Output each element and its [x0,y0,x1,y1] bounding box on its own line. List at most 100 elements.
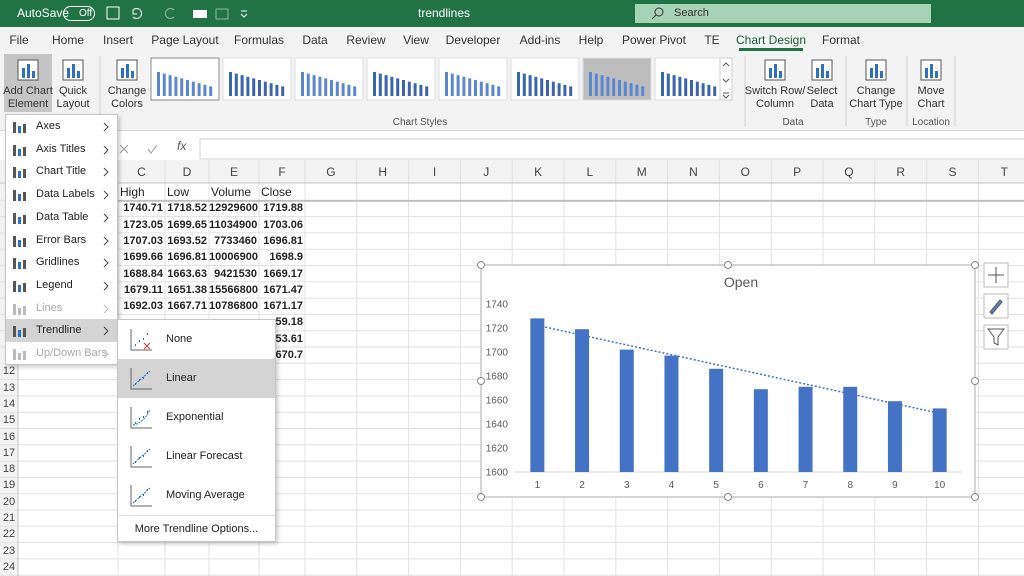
menu-icon-bar [13,122,16,133]
menu-item: Lines [36,301,63,314]
table-cell: 1699.65 [167,218,207,231]
arrow [103,258,109,268]
style-thumb-bar [275,84,279,96]
x-tick-label: 7 [803,480,809,491]
search-box [635,4,931,23]
submenu-item-highlight [118,359,275,398]
ribbon-button[interactable]: Change Colors [107,85,147,110]
submenu-separator [118,515,275,516]
style-thumb-bar [240,75,244,96]
ribbon-tab[interactable]: Format [821,33,860,47]
ribbon-icon [764,59,786,81]
table-cell: 7733460 [214,234,257,247]
submenu-arrow [103,122,109,132]
gallery-arrows [722,62,730,99]
submenu-more[interactable]: More Trendline Options... [134,523,259,535]
ribbon-button[interactable]: Quick Layout [56,85,90,110]
ribbon-tab[interactable]: Review [346,33,386,47]
trendline-icon [130,446,152,468]
ribbon-tab[interactable]: Page Layout [151,33,219,47]
style-thumb-bar [234,73,238,96]
y-tick-label: 1740 [486,300,509,311]
menu-icon-bar [18,171,21,179]
y-tick-label: 1660 [486,396,509,407]
menu-icon-bar [13,212,16,224]
ribbon-tab[interactable]: Home [51,33,84,47]
style-thumb-bar [246,76,250,96]
save-icon [106,6,120,20]
menu-icon-bar [13,190,16,202]
row-number: 16 [2,430,16,443]
style-thumb-bar [672,75,676,96]
ribbon-tab[interactable]: View [403,33,429,47]
redo-icon [165,8,175,19]
column-header: J [483,165,490,179]
search-text[interactable]: Search [674,7,709,19]
menu-icon [13,303,26,315]
menu-item[interactable]: Axes [36,120,61,132]
bar [530,318,545,472]
style-thumb-bar [258,80,261,96]
style-thumb-bar [335,81,339,96]
table-header: Low [167,185,190,199]
selection-handle [477,493,485,501]
selection-handle [724,493,732,501]
submenu-item[interactable]: Linear Forecast [166,450,243,462]
column-header: D [182,165,192,179]
menu-item[interactable]: Legend [36,278,73,291]
ribbon-button[interactable]: Add Chart Element [3,85,53,110]
style-thumb-bar [263,81,267,96]
menu-item[interactable]: Axis Titles [36,142,86,155]
icon-bar [774,64,777,78]
ribbon-tab[interactable]: TE [704,33,720,47]
ribbon-button[interactable]: Change Chart Type [849,85,903,110]
menu-icon [13,212,26,224]
ribbon-button[interactable]: Select Data [806,85,838,110]
style-thumb-bar [528,75,532,96]
arrow [103,213,109,223]
submenu-item[interactable]: None [166,333,193,345]
style-thumb-bar [269,83,273,96]
ribbon-tab[interactable]: Developer [445,33,501,47]
ribbon-tab[interactable]: File [9,33,29,47]
menu-item[interactable]: Data Labels [36,188,95,201]
fx-label: fx [177,139,187,153]
menu-item[interactable]: Error Bars [36,233,87,246]
ribbon-button[interactable]: Move Chart [917,85,945,110]
table-cell: 59.18 [275,316,303,329]
ribbon-tab[interactable]: Help [578,33,604,47]
row-number: 12 [2,365,16,378]
style-thumb-bar [197,83,201,96]
submenu-item[interactable]: Moving Average [166,489,245,501]
menu-item[interactable]: Gridlines [36,256,80,269]
icon-axes [130,329,152,351]
menu-item[interactable]: Data Table [36,210,89,223]
menu-icon-bar [23,146,26,156]
trendline-icon [130,407,152,429]
ribbon-tab[interactable]: Add-ins [519,33,561,47]
ribbon-tab[interactable]: Insert [102,33,133,47]
ribbon-button[interactable]: Switch Row/ Column [744,85,806,110]
menu-item[interactable]: Chart Title [36,165,87,178]
submenu-item[interactable]: Linear [166,372,197,384]
style-thumb-bar [162,73,166,96]
table-cell: 1679.11 [123,283,163,296]
submenu-item[interactable]: Exponential [166,411,224,423]
enter-icon [147,144,158,154]
style-thumbnail [438,57,508,101]
icon-dots [135,489,148,502]
style-thumb-bar [373,72,376,96]
icon-x [143,342,151,350]
selection-handle [477,377,485,385]
ribbon-tab[interactable]: Chart Design [735,33,807,47]
ribbon-tab[interactable]: Data [302,33,328,47]
selection-handle [971,261,979,269]
autosave-toggle[interactable]: Off [63,6,95,21]
icon-bar [930,64,933,78]
menu-item[interactable]: Trendline [36,324,82,337]
ribbon-tab[interactable]: Formulas [233,33,284,47]
x-tick-label: 4 [669,480,675,491]
style-thumb-bar [396,78,400,96]
ribbon-tab[interactable]: Power Pivot [621,33,687,47]
style-thumb-bar [713,86,717,96]
